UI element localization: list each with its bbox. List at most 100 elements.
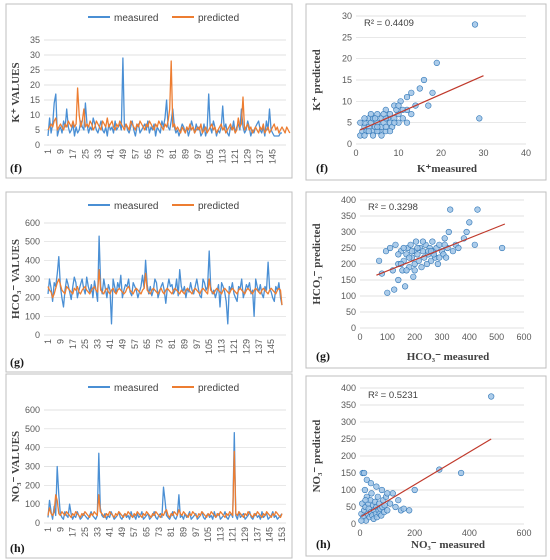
data-point bbox=[407, 241, 414, 248]
trendline bbox=[376, 223, 506, 276]
panel-label: (f) bbox=[10, 161, 22, 175]
x-tick-label: 121 bbox=[228, 527, 238, 542]
x-tick-label: 1 bbox=[43, 527, 53, 532]
legend-label-measured: measured bbox=[114, 13, 158, 24]
x-tick-label: 17 bbox=[68, 149, 78, 159]
y-tick-label: 30 bbox=[30, 50, 40, 60]
data-point bbox=[384, 507, 391, 514]
data-point bbox=[362, 497, 369, 504]
x-tick-label: 81 bbox=[168, 149, 178, 159]
y-tick-label: 200 bbox=[341, 451, 356, 461]
data-point bbox=[387, 500, 394, 507]
panel-label: (f) bbox=[316, 161, 328, 175]
y-tick-label: 250 bbox=[341, 243, 356, 253]
y-tick-label: 0 bbox=[35, 518, 40, 528]
x-tick-label: 25 bbox=[80, 527, 90, 537]
data-point bbox=[449, 248, 457, 255]
data-point bbox=[471, 21, 479, 28]
legend-label-predicted: predicted bbox=[198, 383, 239, 394]
data-point bbox=[408, 110, 415, 118]
x-tick-label: 137 bbox=[254, 339, 264, 354]
data-point bbox=[441, 235, 448, 242]
x-tick-label: 105 bbox=[204, 339, 214, 354]
x-tick-label: 113 bbox=[217, 339, 227, 353]
scatter-chart-2: 0 50 100 150 200 250 300 350 400 0 200 400 600 R² = 0… bbox=[305, 375, 547, 557]
y-axis-label: NO₃⁻ predicted bbox=[311, 420, 323, 493]
y-tick-label: 25 bbox=[30, 65, 40, 75]
x-tick-label: 121 bbox=[230, 149, 240, 164]
data-point bbox=[429, 238, 436, 245]
series-line-measured bbox=[47, 431, 283, 520]
data-point bbox=[395, 497, 402, 504]
data-point bbox=[420, 76, 428, 84]
x-tick-label: 113 bbox=[215, 527, 225, 541]
data-point bbox=[391, 286, 398, 293]
data-point bbox=[391, 119, 398, 126]
data-point bbox=[434, 260, 442, 268]
y-tick-label: 0 bbox=[347, 139, 352, 149]
data-point bbox=[389, 490, 396, 497]
y-axis-label: K⁺ predicted bbox=[311, 49, 323, 111]
x-tick-label: 25 bbox=[80, 339, 90, 349]
x-tick-label: 113 bbox=[218, 149, 228, 163]
data-point bbox=[380, 110, 387, 118]
x-tick-label: 41 bbox=[105, 149, 115, 159]
data-point bbox=[445, 228, 452, 236]
legend-label-measured: measured bbox=[114, 383, 158, 394]
x-tick-label: 200 bbox=[407, 528, 422, 538]
data-point bbox=[376, 257, 383, 264]
x-tick-label: 41 bbox=[105, 527, 115, 537]
legend-label-predicted: predicted bbox=[198, 13, 239, 24]
x-tick-label: 57 bbox=[130, 339, 140, 349]
y-tick-label: 0 bbox=[35, 330, 40, 340]
x-tick-label: 97 bbox=[193, 149, 203, 159]
y-tick-label: 300 bbox=[25, 462, 40, 472]
y-tick-label: 0 bbox=[351, 519, 356, 529]
series-line-predicted bbox=[47, 60, 291, 134]
y-tick-label: 15 bbox=[30, 95, 40, 105]
data-point bbox=[425, 102, 432, 109]
y-axis-label: HCO₃⁻ predicted bbox=[311, 223, 323, 304]
y-tick-label: 100 bbox=[341, 291, 356, 301]
legend-label-measured: measured bbox=[114, 201, 158, 212]
panel-label: (g) bbox=[10, 355, 24, 369]
data-point bbox=[400, 244, 407, 252]
y-tick-label: 25 bbox=[342, 32, 352, 42]
y-tick-label: 150 bbox=[341, 468, 356, 478]
x-tick-label: 89 bbox=[179, 339, 189, 349]
data-point bbox=[410, 273, 417, 280]
x-tick-label: 65 bbox=[142, 527, 152, 537]
x-tick-label: 81 bbox=[166, 527, 176, 537]
data-point bbox=[361, 132, 368, 139]
y-tick-label: 10 bbox=[342, 96, 352, 106]
series-line-predicted bbox=[47, 450, 283, 519]
x-tick-label: 121 bbox=[229, 339, 239, 354]
x-tick-label: 97 bbox=[191, 527, 201, 537]
y-tick-label: 500 bbox=[25, 424, 40, 434]
data-point bbox=[382, 248, 390, 255]
data-point bbox=[455, 244, 462, 252]
x-tick-label: 49 bbox=[118, 149, 128, 159]
data-point bbox=[428, 257, 435, 264]
x-tick-label: 30 bbox=[478, 148, 488, 158]
x-tick-label: 145 bbox=[266, 339, 276, 354]
x-tick-label: 81 bbox=[167, 339, 177, 349]
x-tick-label: 300 bbox=[434, 332, 449, 342]
data-point bbox=[374, 123, 381, 130]
data-point bbox=[463, 228, 470, 236]
y-tick-label: 50 bbox=[346, 502, 356, 512]
y-tick-label: 100 bbox=[341, 485, 356, 495]
x-tick-label: 200 bbox=[407, 332, 422, 342]
scatter-chart-frame bbox=[305, 3, 547, 181]
x-tick-label: 40 bbox=[521, 148, 531, 158]
x-tick-label: 10 bbox=[393, 148, 403, 158]
x-tick-label: 1 bbox=[43, 339, 53, 344]
data-point bbox=[387, 244, 394, 252]
data-point bbox=[403, 267, 410, 274]
y-tick-label: 5 bbox=[347, 118, 352, 128]
data-point bbox=[367, 480, 375, 487]
x-tick-label: 129 bbox=[241, 339, 251, 354]
data-point bbox=[411, 260, 418, 268]
data-point bbox=[433, 59, 440, 67]
